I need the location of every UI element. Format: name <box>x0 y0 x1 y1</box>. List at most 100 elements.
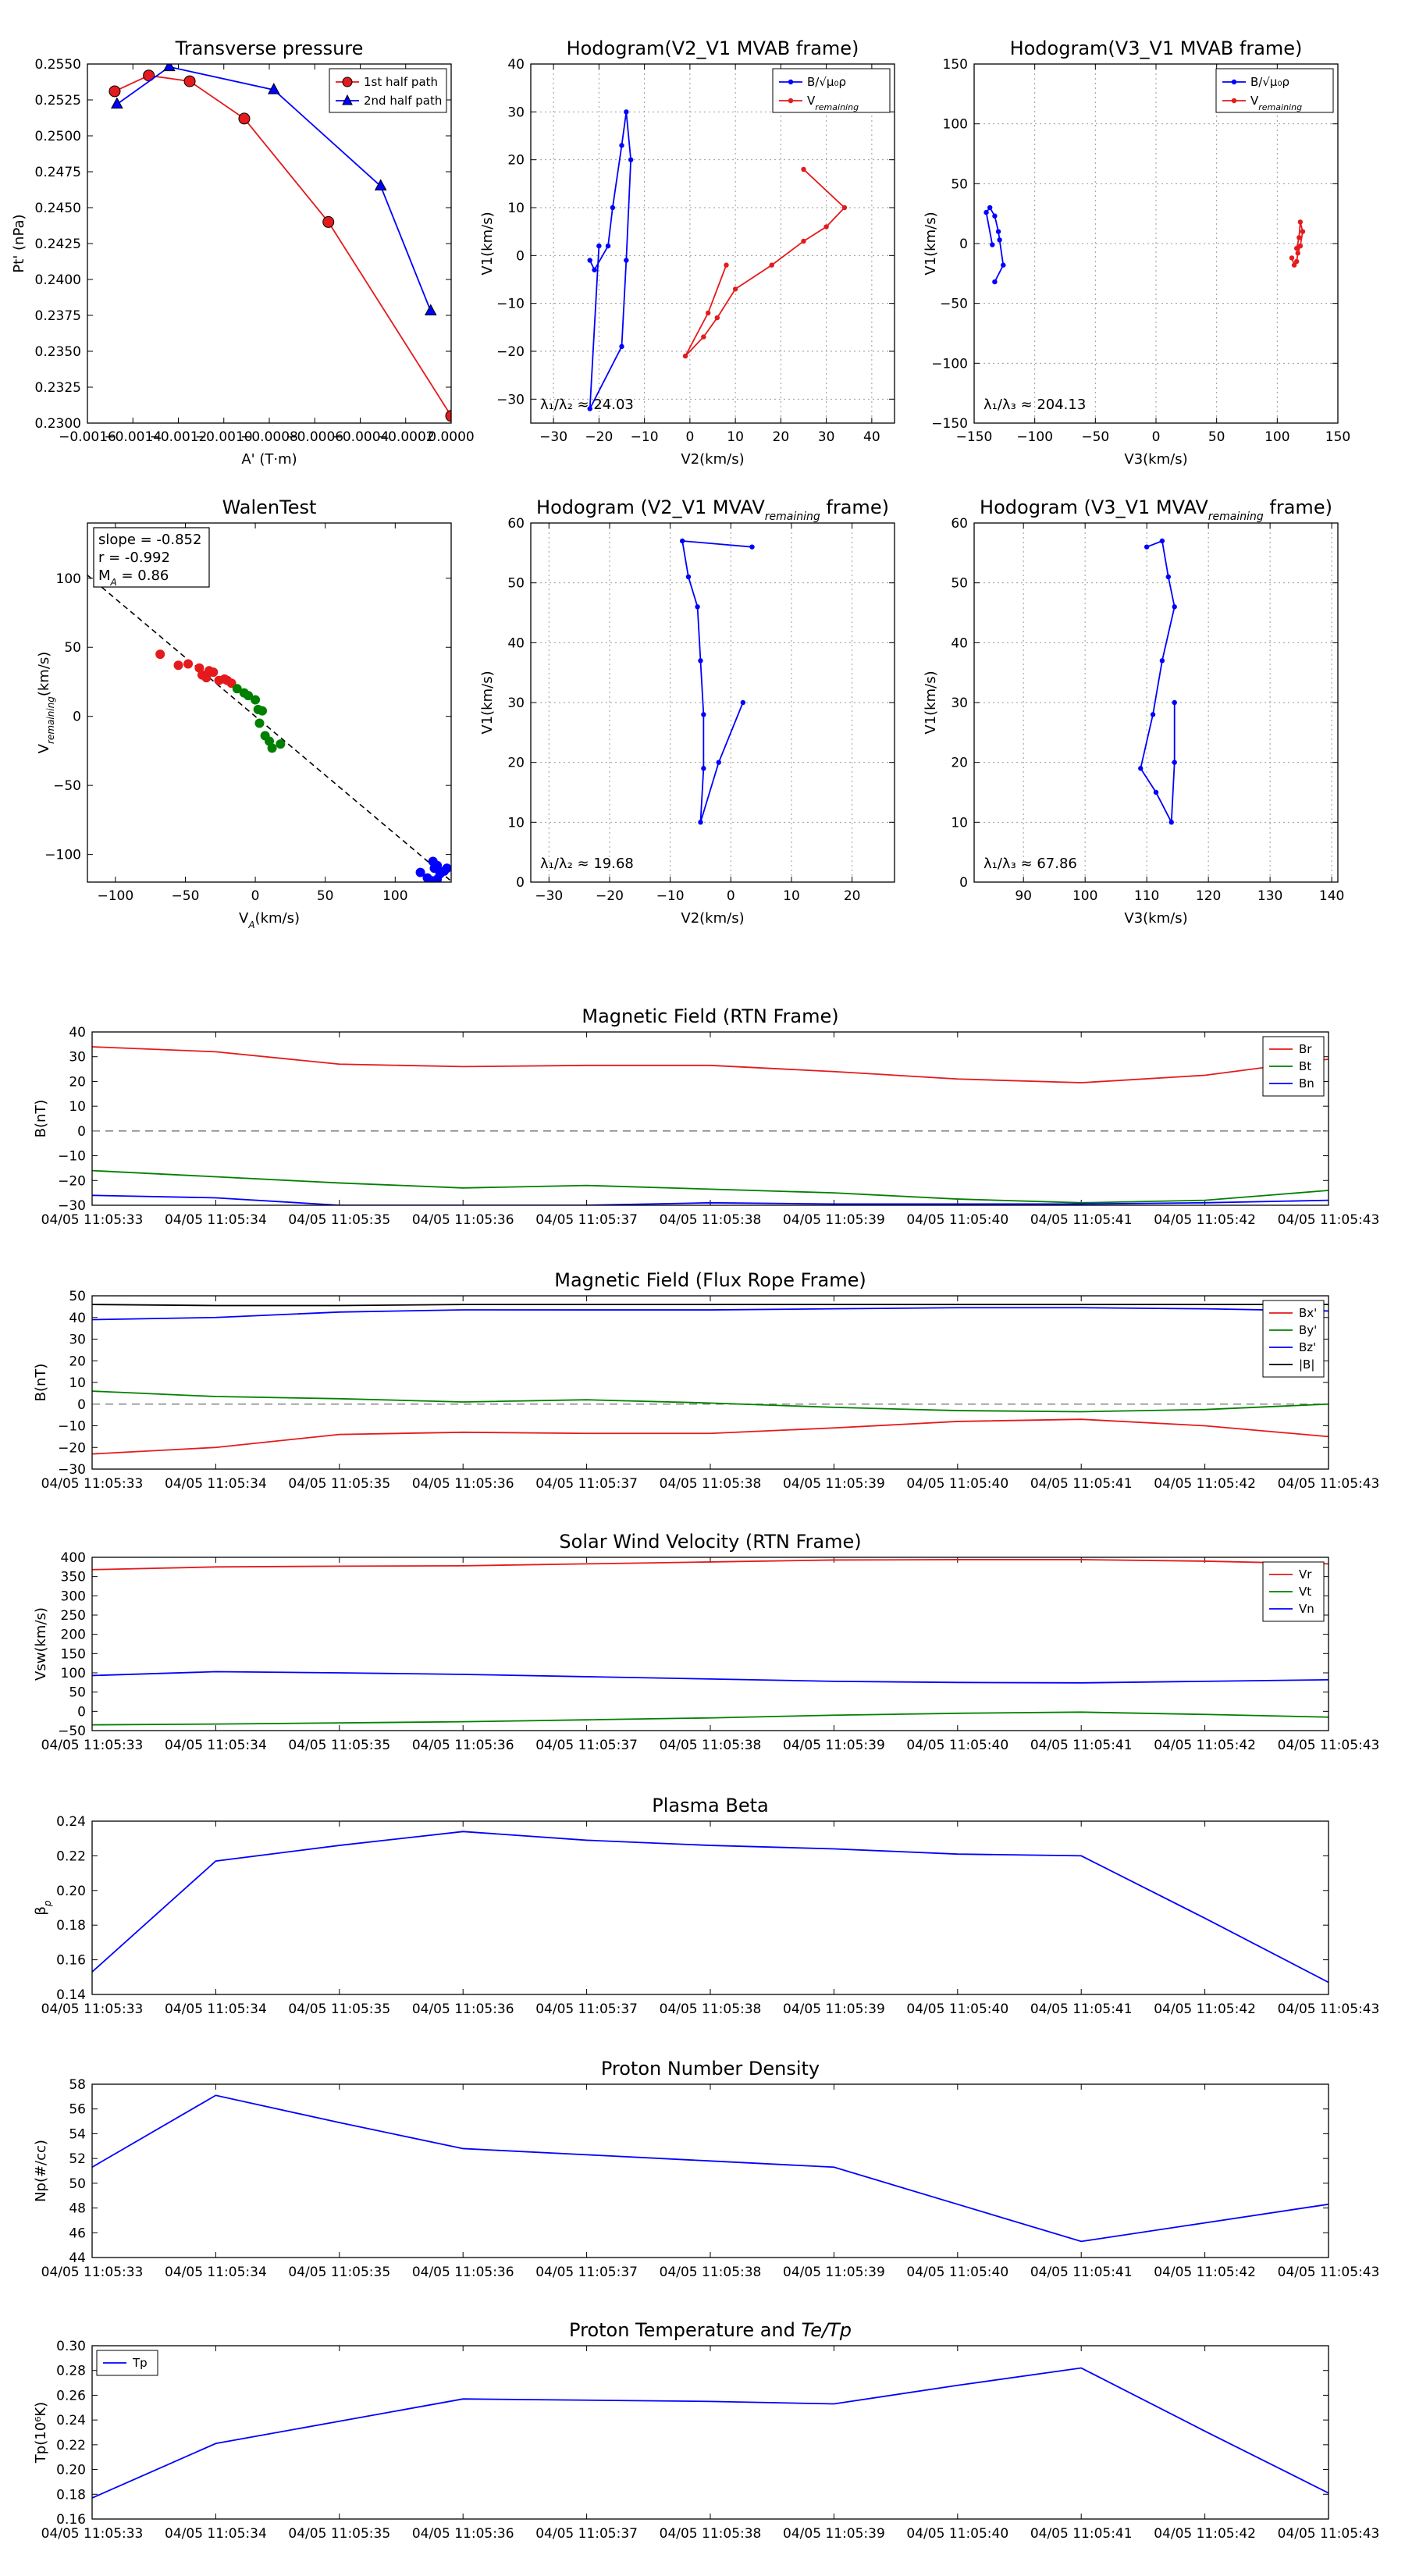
h13-point <box>1300 229 1306 234</box>
tp-ytick-label: 0.2425 <box>35 237 81 252</box>
beta-ytick-label: 0.18 <box>56 1918 86 1934</box>
h13-ytick-label: −150 <box>931 416 968 432</box>
mag_rtn-xtick-label: 04/05 11:05:40 <box>906 1212 1008 1228</box>
h13-point <box>987 205 993 211</box>
h13r-ytick-label: 60 <box>951 516 968 532</box>
h12-xlabel: V2(km/s) <box>681 451 744 468</box>
mag_rtn-plot-area <box>92 1046 1329 1205</box>
h12-legend-marker <box>788 98 794 104</box>
h12-xtick-label: 40 <box>863 429 880 445</box>
h13r-xtick-label: 100 <box>1072 888 1097 904</box>
h12-point <box>841 205 848 211</box>
mag_rtn-ytick-label: 40 <box>69 1025 86 1041</box>
h13-ytick-label: 0 <box>959 237 968 252</box>
beta-xtick-label: 04/05 11:05:38 <box>660 2001 762 2017</box>
tp_temp-ytick-label: 0.28 <box>56 2364 86 2379</box>
h13r-title: Hodogram (V3_V1 MVAVremaining frame) <box>980 496 1332 523</box>
walen-stat-line: MA = 0.86 <box>98 568 169 588</box>
chart-tp_temp: Proton Temperature and Te/Tp 04/05 11:05:… <box>33 2319 1379 2542</box>
mag_fr-legend: Bx' By' Bz' |B| <box>1262 1300 1325 1378</box>
h12r-point <box>698 820 703 825</box>
h13r-xtick-label: 90 <box>1015 888 1032 904</box>
mag_fr-ytick-label: −20 <box>58 1440 86 1456</box>
h13-ytick-label: 150 <box>943 57 968 73</box>
mag_rtn-legend-label: Bt <box>1299 1059 1311 1073</box>
vsw-xtick-label: 04/05 11:05:38 <box>660 1738 762 1753</box>
h13r-plot-area <box>1138 538 1177 825</box>
h13r-xtick-label: 120 <box>1196 888 1221 904</box>
np-xtick-label: 04/05 11:05:40 <box>906 2265 1008 2280</box>
h13-point <box>1291 262 1297 268</box>
h13r-ytick-label: 30 <box>951 696 968 711</box>
tp-legend-marker <box>342 94 353 105</box>
h12r-xlabel: V2(km/s) <box>681 910 744 927</box>
h13r-xtick-label: 110 <box>1134 888 1159 904</box>
mag_fr-frame <box>91 1295 1329 1470</box>
mag_rtn-ytick-label: 30 <box>69 1050 86 1066</box>
tp_temp-legend-label: Tp <box>132 2356 148 2370</box>
chart-np: Proton Number Density 04/05 11:05:33 04/05… <box>33 2058 1379 2280</box>
np-ytick-label: 58 <box>69 2077 86 2093</box>
h13-xtick-label: −100 <box>1016 429 1053 445</box>
h12r-ylabel: V1(km/s) <box>479 671 496 734</box>
beta-ytick-label: 0.20 <box>56 1884 86 1899</box>
h13-point <box>984 209 989 215</box>
mag_fr-xtick-label: 04/05 11:05:33 <box>41 1476 144 1492</box>
vsw-series-Vr-line <box>92 1559 1329 1571</box>
walen-point <box>428 856 438 866</box>
h12r-point <box>701 712 706 717</box>
walen-xtick-label: 50 <box>317 888 334 904</box>
h12-xtick-label: −20 <box>585 429 613 445</box>
h12r-series-line-0 <box>681 540 752 823</box>
h12r-ytick-label: 50 <box>507 576 525 592</box>
tp_temp-frame <box>91 2345 1329 2520</box>
h13r-ytick-label: 40 <box>951 635 968 651</box>
tp_temp-xtick-label: 04/05 11:05:39 <box>783 2526 885 2542</box>
np-ytick-label: 52 <box>69 2151 86 2167</box>
vsw-legend-label: Vn <box>1299 1602 1314 1616</box>
h12-ytick-label: 40 <box>507 57 525 73</box>
mag_fr-xtick-label: 04/05 11:05:42 <box>1154 1476 1256 1492</box>
h13-point <box>1293 258 1300 265</box>
chart-mag_fr: Magnetic Field (Flux Rope Frame) 04/05 11… <box>33 1269 1379 1492</box>
tp-series-line-0 <box>114 74 451 417</box>
tp-ytick-label: 0.2475 <box>35 165 81 180</box>
chart-mag_rtn: Magnetic Field (RTN Frame) 04/05 11:05:33… <box>33 1005 1379 1228</box>
tp-xtick-label: −0.0014 <box>104 429 162 445</box>
vsw-xtick-label: 04/05 11:05:39 <box>783 1738 885 1753</box>
mag_rtn-xtick-label: 04/05 11:05:36 <box>412 1212 514 1228</box>
h12-ytick-label: 0 <box>516 248 525 264</box>
tp_temp-ytick-label: 0.18 <box>56 2487 86 2503</box>
tp-frame <box>87 63 452 424</box>
h12-point <box>619 143 624 148</box>
h12r-xtick-label: 10 <box>783 888 800 904</box>
h13-legend-marker <box>1231 98 1237 104</box>
tp-ytick-label: 0.2400 <box>35 272 81 288</box>
h12r-frame <box>530 522 895 883</box>
tp_temp-ytick-label: 0.30 <box>56 2339 86 2354</box>
tp_temp-xtick-label: 04/05 11:05:42 <box>1154 2526 1256 2542</box>
beta-xtick-label: 04/05 11:05:36 <box>412 2001 514 2017</box>
vsw-series-Vt-line <box>92 1711 1329 1726</box>
np-xtick-label: 04/05 11:05:39 <box>783 2265 885 2280</box>
vsw-ytick-label: 350 <box>61 1570 86 1585</box>
mag_fr-plot-area <box>92 1304 1329 1455</box>
mag_fr-series-By-line <box>92 1390 1329 1413</box>
mag_fr-legend-label: By' <box>1299 1323 1317 1337</box>
mag_rtn-ytick-label: 20 <box>69 1074 86 1090</box>
tp-legend-label: 1st half path <box>364 75 438 89</box>
h12-title: Hodogram(V2_V1 MVAB frame) <box>567 37 859 59</box>
mag_rtn-xtick-label: 04/05 11:05:42 <box>1154 1212 1256 1228</box>
h12r-plot-area <box>679 538 755 825</box>
beta-title: Plasma Beta <box>652 1795 768 1816</box>
h13-point <box>992 279 998 285</box>
tp-xtick-label: −0.0004 <box>332 429 389 445</box>
mag_rtn-title: Magnetic Field (RTN Frame) <box>582 1005 838 1027</box>
mag_fr-legend-label: |B| <box>1299 1357 1314 1372</box>
tp-ytick-label: 0.2525 <box>35 93 81 109</box>
h12r-ytick-label: 20 <box>507 756 525 771</box>
vsw-ytick-label: 300 <box>61 1589 86 1604</box>
walen-point <box>244 691 254 701</box>
vsw-series-Vn-line <box>92 1670 1329 1684</box>
